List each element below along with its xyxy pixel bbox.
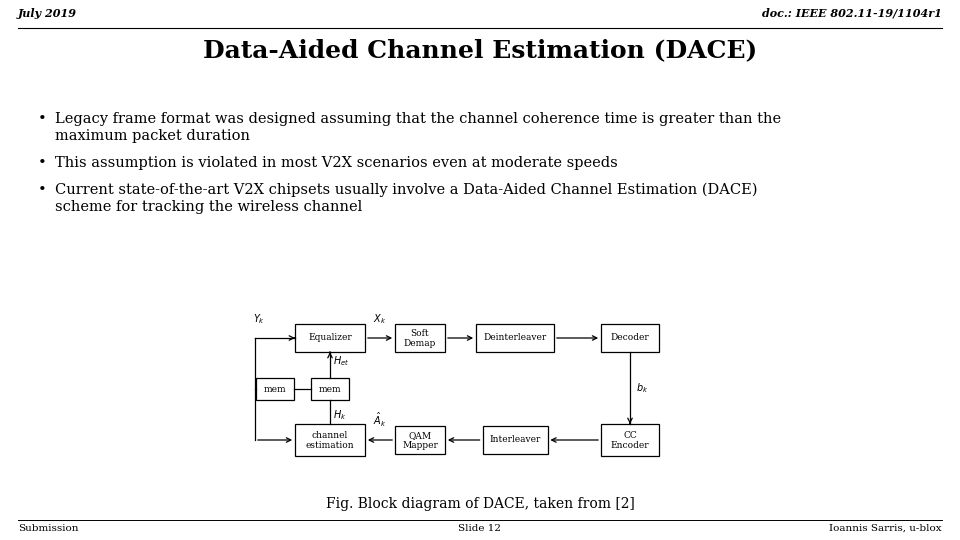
Text: doc.: IEEE 802.11-19/1104r1: doc.: IEEE 802.11-19/1104r1	[762, 8, 942, 19]
Text: mem: mem	[319, 384, 342, 394]
Text: Slide 12: Slide 12	[459, 524, 501, 533]
Text: $H_{et}$: $H_{et}$	[333, 354, 349, 368]
Bar	[476, 324, 554, 352]
Bar	[295, 324, 365, 352]
Bar	[601, 324, 659, 352]
Text: Submission: Submission	[18, 524, 79, 533]
Text: $\hat{A}_k$: $\hat{A}_k$	[373, 411, 387, 429]
Text: This assumption is violated in most V2X scenarios even at moderate speeds: This assumption is violated in most V2X …	[55, 156, 617, 170]
Text: scheme for tracking the wireless channel: scheme for tracking the wireless channel	[55, 200, 362, 214]
Text: $X_k$: $X_k$	[373, 312, 387, 326]
Text: Fig. Block diagram of DACE, taken from [2]: Fig. Block diagram of DACE, taken from […	[325, 497, 635, 511]
Bar	[311, 378, 349, 400]
Text: •: •	[37, 183, 46, 197]
Text: Deinterleaver: Deinterleaver	[484, 334, 546, 342]
Text: Mapper: Mapper	[402, 441, 438, 449]
Bar	[395, 324, 445, 352]
Text: Encoder: Encoder	[611, 441, 649, 449]
Text: QAM: QAM	[408, 431, 432, 441]
Text: Decoder: Decoder	[611, 334, 649, 342]
Text: maximum packet duration: maximum packet duration	[55, 129, 250, 143]
Text: Interleaver: Interleaver	[490, 435, 540, 444]
Text: $Y_k$: $Y_k$	[253, 312, 265, 326]
Text: Equalizer: Equalizer	[308, 334, 352, 342]
Bar	[601, 424, 659, 456]
Bar	[483, 426, 547, 454]
Text: $H_k$: $H_k$	[333, 408, 347, 422]
Text: channel: channel	[312, 431, 348, 441]
Text: Current state-of-the-art V2X chipsets usually involve a Data-Aided Channel Estim: Current state-of-the-art V2X chipsets us…	[55, 183, 757, 198]
Bar	[295, 424, 365, 456]
Bar	[256, 378, 294, 400]
Text: July 2019: July 2019	[18, 8, 77, 19]
Text: mem: mem	[264, 384, 286, 394]
Text: estimation: estimation	[305, 441, 354, 449]
Text: $b_k$: $b_k$	[636, 381, 648, 395]
Text: Legacy frame format was designed assuming that the channel coherence time is gre: Legacy frame format was designed assumin…	[55, 112, 781, 126]
Text: Soft: Soft	[411, 329, 429, 339]
Text: Demap: Demap	[404, 339, 436, 348]
Text: •: •	[37, 156, 46, 170]
Text: Data-Aided Channel Estimation (DACE): Data-Aided Channel Estimation (DACE)	[203, 38, 757, 62]
Text: •: •	[37, 112, 46, 126]
Text: Ioannis Sarris, u-blox: Ioannis Sarris, u-blox	[829, 524, 942, 533]
Text: CC: CC	[623, 431, 636, 441]
Bar	[395, 426, 445, 454]
